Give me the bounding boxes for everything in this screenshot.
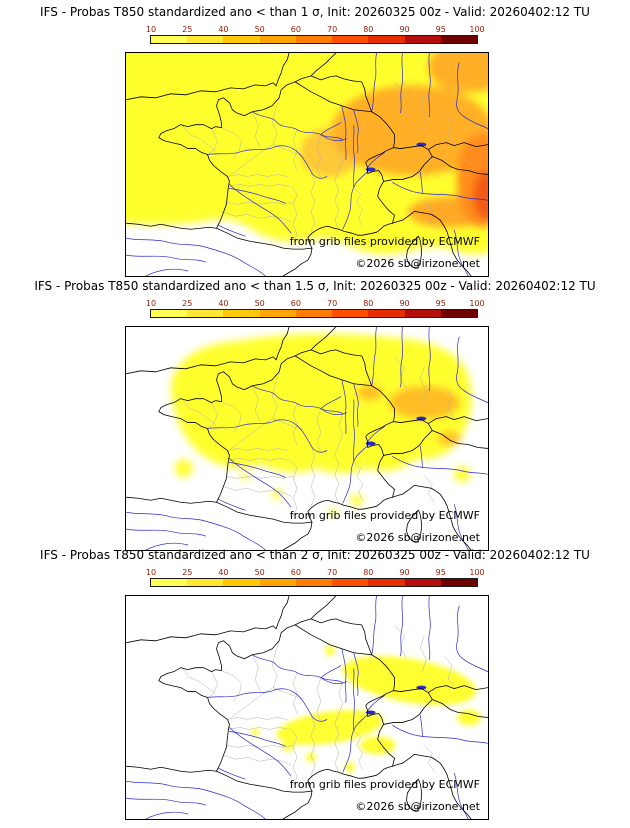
map-svg (126, 53, 488, 276)
probability-overlay (251, 645, 482, 773)
map-sigma-2: from grib files provided by ECMWF ©2026 … (125, 595, 489, 820)
colorbar-tick-label: 100 (469, 568, 485, 577)
colorbar-tick-label: 50 (254, 568, 265, 577)
colorbar-tick-label: 60 (290, 568, 301, 577)
colorbar-segment (151, 36, 188, 43)
colorbar-bar (150, 35, 478, 44)
probability-overlay (170, 333, 472, 517)
colorbar-tick-label: 10 (145, 299, 157, 308)
colorbar-segment (223, 310, 260, 317)
colorbar-ticks: 10 25 40 50 60 70 80 90 95 100 (139, 25, 489, 34)
colorbar-segment (332, 579, 369, 586)
colorbar-segment (332, 310, 369, 317)
colorbar-tick-label: 100 (469, 299, 485, 308)
colorbar-segment (223, 36, 260, 43)
colorbar-bar (150, 309, 478, 318)
colorbar-segment (223, 579, 260, 586)
colorbar-tick-label: 10 (145, 568, 157, 577)
colorbar-segment (368, 36, 405, 43)
colorbar-tick-label: 70 (327, 568, 338, 577)
colorbar-segment (404, 579, 441, 586)
colorbar-ticks: 10 25 40 50 60 70 80 90 95 100 (139, 568, 489, 577)
colorbar-segment (151, 579, 188, 586)
colorbar-tick-label: 95 (435, 25, 446, 34)
copyright-text: ©2026 sb@irizone.net (355, 531, 480, 544)
colorbar-segment (259, 579, 296, 586)
colorbar-tick-label: 25 (182, 299, 193, 308)
map-sigma-1: from grib files provided by ECMWF ©2026 … (125, 52, 489, 277)
colorbar-segment (295, 310, 333, 317)
colorbar-segment (259, 36, 296, 43)
colorbar-tick-label: 70 (327, 25, 338, 34)
colorbar-segment (187, 36, 224, 43)
colorbar-segment (440, 36, 477, 43)
colorbar-tick-label: 10 (145, 25, 157, 34)
panel-title: IFS - Probas T850 standardized ano < tha… (40, 5, 590, 19)
colorbar-segment (187, 579, 224, 586)
map-svg (126, 596, 488, 819)
colorbar-segment (151, 310, 188, 317)
copyright-text: ©2026 sb@irizone.net (355, 800, 480, 813)
panel-sigma-1-5: IFS - Probas T850 standardized ano < tha… (0, 279, 630, 551)
colorbar-tick-label: 50 (254, 25, 265, 34)
map-sigma-1-5: from grib files provided by ECMWF ©2026 … (125, 326, 489, 551)
colorbar-segment (295, 579, 333, 586)
panel-sigma-2: IFS - Probas T850 standardized ano < tha… (0, 548, 630, 820)
colorbar-segment (440, 579, 477, 586)
panel-title: IFS - Probas T850 standardized ano < tha… (34, 279, 596, 293)
colorbar-tick-label: 80 (363, 568, 374, 577)
colorbar-segment (187, 310, 224, 317)
colorbar-tick-label: 25 (182, 25, 193, 34)
colorbar-segment (404, 310, 441, 317)
colorbar-tick-label: 90 (399, 568, 410, 577)
colorbar-segment (404, 36, 441, 43)
colorbar-segment (440, 310, 477, 317)
colorbar-tick-label: 25 (182, 568, 193, 577)
colorbar-tick-label: 80 (363, 25, 374, 34)
map-svg (126, 327, 488, 550)
colorbar-tick-label: 90 (399, 299, 410, 308)
copyright-text: ©2026 sb@irizone.net (355, 257, 480, 270)
colorbar-tick-label: 80 (363, 299, 374, 308)
attribution-text: from grib files provided by ECMWF (289, 235, 480, 248)
colorbar-tick-label: 95 (435, 299, 446, 308)
colorbar-segment (368, 579, 405, 586)
colorbar-tick-label: 90 (399, 25, 410, 34)
colorbar-tick-label: 50 (254, 299, 265, 308)
colorbar-segment (332, 36, 369, 43)
attribution-text: from grib files provided by ECMWF (289, 778, 480, 791)
colorbar-segment (259, 310, 296, 317)
colorbar-segment (295, 36, 333, 43)
colorbar-tick-label: 70 (327, 299, 338, 308)
colorbar-ticks: 10 25 40 50 60 70 80 90 95 100 (139, 299, 489, 308)
colorbar-tick-label: 100 (469, 25, 485, 34)
colorbar-segment (368, 310, 405, 317)
colorbar-bar (150, 578, 478, 587)
colorbar-tick-label: 60 (290, 299, 301, 308)
probability-overlay (126, 53, 488, 255)
attribution-text: from grib files provided by ECMWF (289, 509, 480, 522)
colorbar-tick-label: 40 (218, 25, 229, 34)
panel-title: IFS - Probas T850 standardized ano < tha… (40, 548, 590, 562)
colorbar-tick-label: 60 (290, 25, 301, 34)
colorbar-tick-label: 95 (435, 568, 446, 577)
panel-sigma-1: IFS - Probas T850 standardized ano < tha… (0, 5, 630, 277)
colorbar-tick-label: 40 (218, 568, 229, 577)
colorbar-tick-label: 40 (218, 299, 229, 308)
